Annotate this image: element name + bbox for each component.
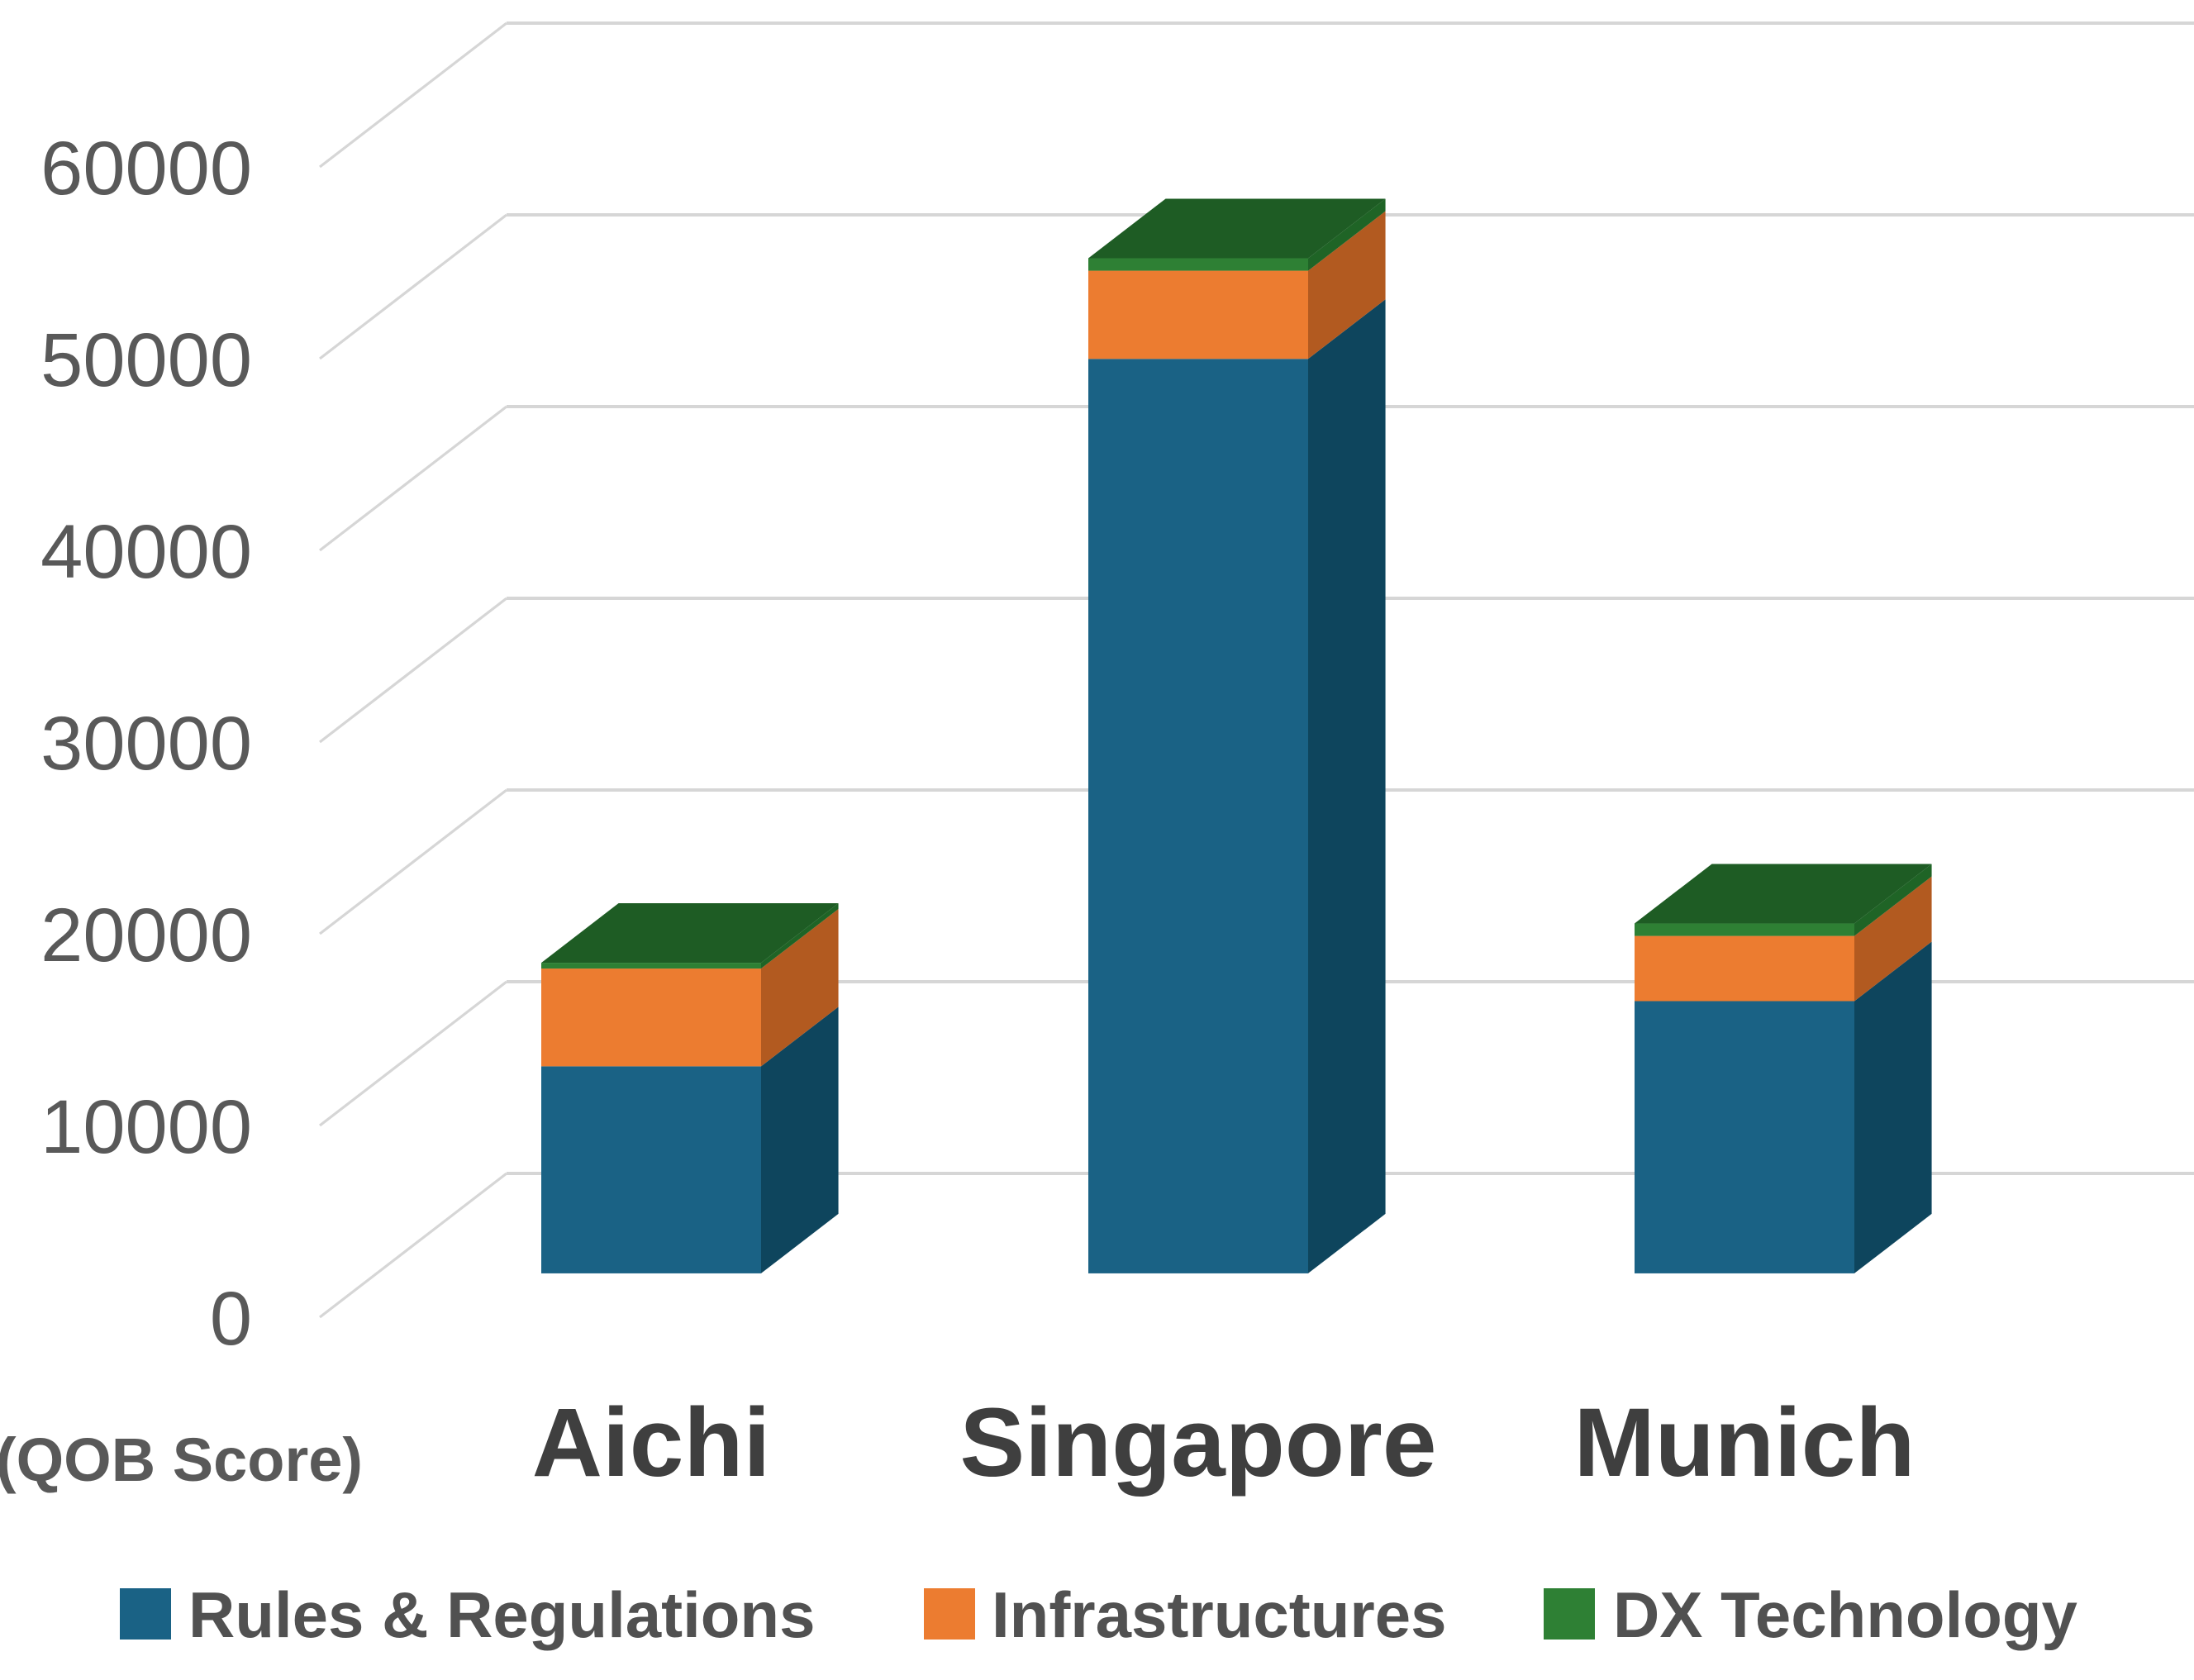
legend-swatch-rules-regulations <box>120 1588 171 1640</box>
x-axis-labels-layer: Aichi Singapore Munich <box>532 1388 1916 1497</box>
category-label-aichi: Aichi <box>532 1388 771 1497</box>
bar-segment-aichi-infrastructures-front <box>541 968 761 1067</box>
y-axis-labels-layer: 0 10000 20000 30000 40000 50000 60000 <box>40 126 252 1361</box>
gridline-diagonal-60000 <box>319 21 507 169</box>
legend-layer: Rules & Regulations Infrastructures DX Tec… <box>120 1578 2077 1651</box>
bar-segment-singapore-dx-technology-front <box>1088 258 1308 271</box>
y-tick-label-40000: 40000 <box>40 510 252 594</box>
bar-segment-aichi-dx-technology-side <box>761 903 839 969</box>
bar-munich <box>1635 864 1932 1273</box>
bar-segment-munich-dx-technology-side <box>1854 864 1932 936</box>
bar-segment-aichi-rules-regulations-front <box>541 1066 761 1273</box>
bar-segment-singapore-dx-technology-top <box>1088 198 1386 259</box>
bar-segment-aichi-dx-technology-front <box>541 963 761 969</box>
bar-segment-singapore-rules-regulations-side <box>1308 299 1386 1273</box>
y-tick-label-30000: 30000 <box>40 702 252 786</box>
y-tick-label-50000: 50000 <box>40 318 252 402</box>
bar-segment-munich-dx-technology-top <box>1635 864 1932 924</box>
bar-segment-singapore-dx-technology-side <box>1308 198 1386 271</box>
bar-segment-aichi-infrastructures-side <box>761 909 839 1067</box>
bar-segment-munich-rules-regulations <box>1635 941 1932 1273</box>
axis-note: (QOB Score) <box>0 1425 363 1494</box>
bar-segment-aichi-rules-regulations <box>541 1007 839 1273</box>
bar-segment-munich-rules-regulations-front <box>1635 1001 1854 1273</box>
bar-segment-munich-infrastructures <box>1635 876 1932 1002</box>
gridline-diagonal-50000 <box>319 213 507 360</box>
legend-label-dx-technology: DX Technology <box>1613 1578 2077 1651</box>
bar-segment-munich-dx-technology <box>1635 864 1932 936</box>
legend-item-rules-regulations: Rules & Regulations <box>120 1578 815 1651</box>
bar-segment-munich-infrastructures-front <box>1635 935 1854 1002</box>
bar-aichi <box>541 903 839 1273</box>
legend-item-dx-technology: DX Technology <box>1544 1578 2077 1651</box>
y-tick-label-10000: 10000 <box>40 1085 252 1169</box>
gridline-diagonal-0 <box>319 1172 507 1319</box>
gridline-diagonal-20000 <box>319 788 507 935</box>
bar-segment-aichi-infrastructures <box>541 909 839 1067</box>
gridline-diagonal-40000 <box>319 405 507 552</box>
y-tick-label-20000: 20000 <box>40 893 252 978</box>
bar-segment-singapore-infrastructures <box>1088 211 1386 359</box>
axis-note-layer: (QOB Score) <box>0 1425 363 1494</box>
bar-singapore <box>1088 198 1386 1273</box>
legend-swatch-infrastructures <box>924 1588 975 1640</box>
legend-swatch-dx-technology <box>1544 1588 1595 1640</box>
bar-segment-singapore-dx-technology <box>1088 198 1386 271</box>
bar-segment-singapore-rules-regulations-front <box>1088 359 1308 1273</box>
gridline-diagonal-30000 <box>319 597 507 744</box>
category-label-munich: Munich <box>1574 1388 1916 1497</box>
bar-segment-munich-infrastructures-side <box>1854 876 1932 1002</box>
category-label-singapore: Singapore <box>960 1388 1437 1497</box>
y-tick-label-60000: 60000 <box>40 126 252 211</box>
bar-segment-singapore-infrastructures-front <box>1088 270 1308 359</box>
legend-item-infrastructures: Infrastructures <box>924 1578 1447 1651</box>
bar-segment-aichi-dx-technology <box>541 903 839 969</box>
gridline-diagonal-10000 <box>319 980 507 1127</box>
bar-segment-aichi-dx-technology-top <box>541 903 839 964</box>
legend-label-infrastructures: Infrastructures <box>992 1578 1447 1651</box>
bar-segment-singapore-infrastructures-side <box>1308 211 1386 359</box>
bar-segment-aichi-rules-regulations-side <box>761 1007 839 1273</box>
bar-segment-munich-rules-regulations-side <box>1854 941 1932 1273</box>
y-tick-label-0: 0 <box>210 1277 252 1361</box>
bars-layer <box>541 198 1932 1273</box>
bar-segment-singapore-rules-regulations <box>1088 299 1386 1273</box>
bar-segment-munich-dx-technology-front <box>1635 923 1854 936</box>
legend-label-rules-regulations: Rules & Regulations <box>188 1578 815 1651</box>
